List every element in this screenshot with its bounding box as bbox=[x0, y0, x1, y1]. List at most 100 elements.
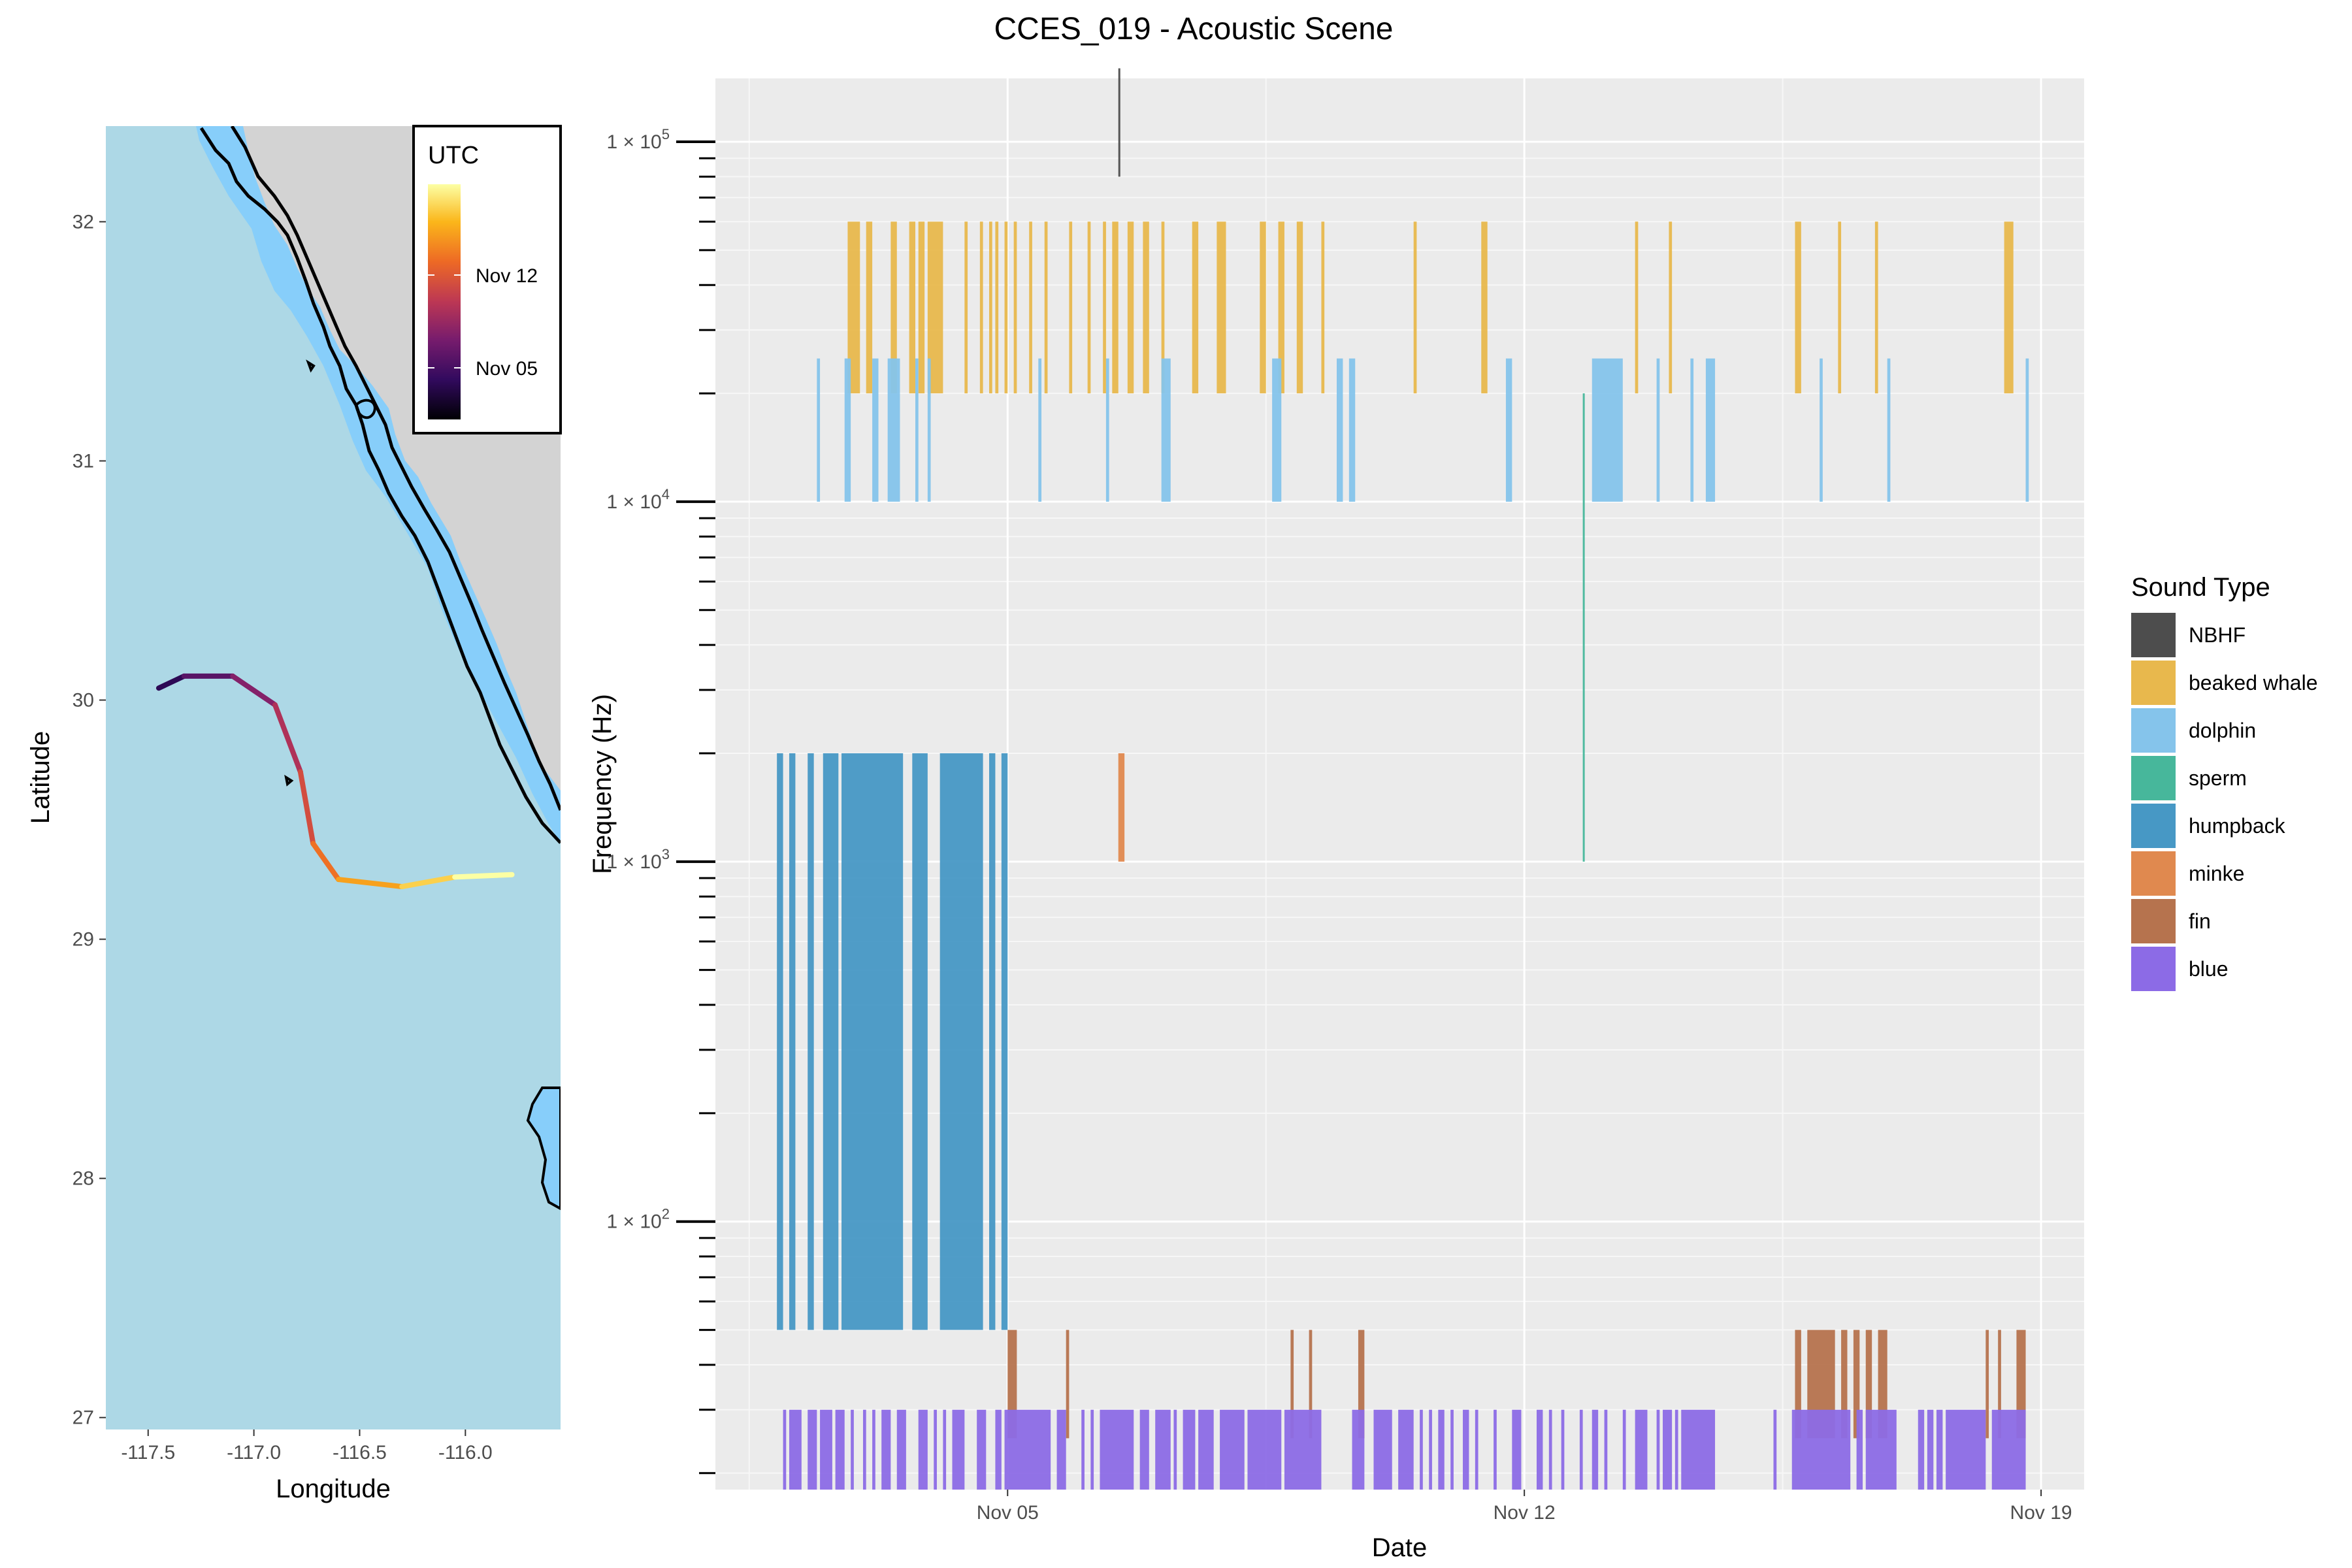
detection-bar bbox=[820, 1409, 832, 1490]
detection-bar bbox=[1674, 1409, 1678, 1490]
map-y-tick-label: 27 bbox=[73, 1407, 94, 1429]
detection-bar bbox=[1321, 221, 1325, 394]
detection-bar bbox=[1112, 221, 1119, 394]
detection-bar bbox=[939, 753, 983, 1330]
acoustic-panel: CCES_019 - Acoustic Scene 1 × 105 1 × 104… bbox=[588, 12, 2317, 1562]
detection-bar bbox=[1284, 1409, 1322, 1490]
detection-bar bbox=[1481, 221, 1488, 394]
detection-bar bbox=[1918, 1409, 1925, 1490]
detection-bar bbox=[1841, 1330, 1848, 1439]
detection-bar bbox=[1013, 221, 1017, 394]
legend-swatch bbox=[2131, 947, 2176, 991]
map-x-tick-label: -116.0 bbox=[438, 1442, 493, 1463]
detection-bar bbox=[866, 221, 873, 394]
legend-label: sperm bbox=[2189, 766, 2247, 790]
track-segment bbox=[272, 702, 303, 775]
detection-bar bbox=[912, 753, 928, 1330]
detection-bar bbox=[872, 358, 879, 502]
x-tick-label: Nov 12 bbox=[1494, 1502, 1556, 1524]
coastline-contour bbox=[230, 126, 561, 811]
detection-bar bbox=[1998, 1330, 2001, 1439]
x-tick-label: Nov 19 bbox=[2010, 1502, 2072, 1524]
detection-bar bbox=[1865, 1409, 1897, 1490]
x-tick-label: Nov 05 bbox=[977, 1502, 1039, 1524]
y-tick-label: 1 × 103 bbox=[607, 846, 670, 873]
detection-bar bbox=[927, 221, 943, 394]
detection-bar bbox=[887, 358, 900, 502]
detection-bar bbox=[1090, 1409, 1094, 1490]
legend-swatch bbox=[2131, 613, 2176, 657]
detection-bar bbox=[1853, 1330, 1860, 1439]
utc-legend-label-nov12: Nov 12 bbox=[476, 265, 538, 287]
map-y-tick-label: 29 bbox=[73, 929, 94, 951]
detection-bar bbox=[1936, 1409, 1943, 1490]
detection-bar bbox=[844, 358, 851, 502]
series-humpback bbox=[777, 753, 1008, 1330]
detection-bar bbox=[1946, 1409, 1986, 1490]
detection-bar bbox=[881, 1409, 891, 1490]
map-y-axis-label: Latitude bbox=[26, 731, 55, 824]
map-x-tick-label: -117.5 bbox=[121, 1442, 175, 1463]
detection-bar bbox=[1161, 358, 1171, 502]
detection-bar bbox=[1838, 221, 1842, 394]
detection-bar bbox=[1044, 221, 1048, 394]
coastline-contour bbox=[354, 399, 376, 419]
series-blue bbox=[783, 1409, 2026, 1490]
detection-bar bbox=[2004, 221, 2014, 394]
detection-bar bbox=[789, 753, 796, 1330]
detection-bar bbox=[977, 1409, 987, 1490]
map-x-tick-label: -116.5 bbox=[333, 1442, 387, 1463]
detection-bar bbox=[1103, 221, 1106, 394]
detection-bar bbox=[1056, 1409, 1066, 1490]
detection-bar bbox=[995, 221, 999, 394]
detection-bar bbox=[1856, 1409, 1863, 1490]
detection-bar bbox=[1352, 1409, 1365, 1490]
detection-bar bbox=[1247, 1409, 1282, 1490]
utc-legend: UTC Nov 12 Nov 05 bbox=[412, 125, 562, 434]
map-x-axis-label: Longitude bbox=[276, 1475, 391, 1503]
detection-bar bbox=[1143, 221, 1149, 394]
detection-bar bbox=[872, 1409, 875, 1490]
series-NBHF bbox=[1118, 68, 1120, 177]
track-segment bbox=[297, 769, 316, 847]
detection-bar bbox=[1537, 1409, 1543, 1490]
detection-bar bbox=[915, 358, 919, 502]
detection-bar bbox=[896, 1409, 906, 1490]
detection-bar bbox=[1681, 1409, 1716, 1490]
detection-bar bbox=[808, 1409, 817, 1490]
legend-swatch bbox=[2131, 708, 2176, 753]
series-dolphin bbox=[817, 358, 2029, 502]
detection-bar bbox=[1773, 1409, 1777, 1490]
detection-bar bbox=[1217, 221, 1226, 394]
track-segment bbox=[155, 673, 187, 691]
detection-bar bbox=[1548, 1409, 1552, 1490]
detection-bar bbox=[964, 221, 968, 394]
map-y-tick-label: 30 bbox=[73, 690, 94, 711]
detection-bar bbox=[995, 1409, 1002, 1490]
detection-bar bbox=[1656, 1409, 1660, 1490]
legend-label: NBHF bbox=[2189, 623, 2246, 647]
detection-bar bbox=[1705, 358, 1716, 502]
detection-bar bbox=[1420, 1409, 1423, 1490]
x-axis-label: Date bbox=[1372, 1533, 1428, 1562]
detection-bar bbox=[1512, 1409, 1522, 1490]
detection-bar bbox=[1029, 221, 1032, 394]
detection-bar bbox=[918, 1409, 928, 1490]
track-segment bbox=[452, 872, 515, 880]
detection-bar bbox=[777, 753, 783, 1330]
legend-label: fin bbox=[2189, 909, 2211, 933]
map-y-tick-label: 28 bbox=[73, 1168, 94, 1190]
detection-bar bbox=[1579, 1409, 1583, 1490]
detection-bar bbox=[789, 1409, 802, 1490]
detection-bar bbox=[1161, 221, 1165, 394]
detection-bar bbox=[1358, 1330, 1365, 1439]
detection-bar bbox=[1296, 221, 1303, 394]
detection-bar bbox=[1272, 358, 1282, 502]
detection-bar bbox=[1429, 1409, 1432, 1490]
detection-bar bbox=[1183, 1409, 1196, 1490]
legend-swatch bbox=[2131, 899, 2176, 943]
utc-colorbar bbox=[428, 184, 461, 419]
detection-bar bbox=[1820, 358, 1823, 502]
detection-bar bbox=[1622, 1409, 1626, 1490]
date-axis: Nov 05 Nov 12 Nov 19 bbox=[977, 1490, 2072, 1524]
